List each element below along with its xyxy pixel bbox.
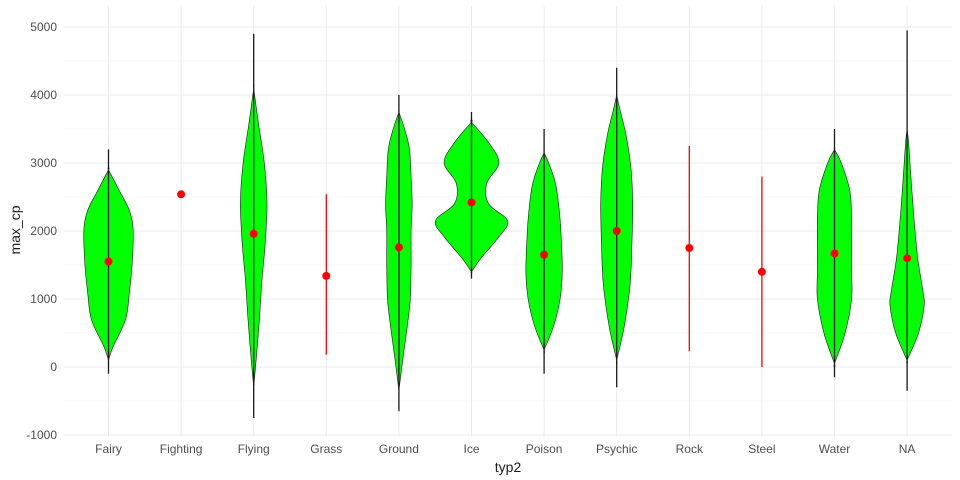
x-tick-label: Rock xyxy=(676,442,704,456)
mean-point-grass xyxy=(322,271,331,280)
mean-point-poison xyxy=(540,250,549,259)
x-tick-label: Psychic xyxy=(596,442,637,456)
mean-point-steel xyxy=(757,267,766,276)
y-tick-label: 2000 xyxy=(30,224,57,238)
y-tick-label: 3000 xyxy=(30,156,57,170)
y-tick-label: -1000 xyxy=(26,428,57,442)
mean-point-na xyxy=(903,254,912,263)
x-tick-label: Ground xyxy=(379,442,419,456)
x-tick-label: Flying xyxy=(238,442,270,456)
y-tick-label: 0 xyxy=(50,360,57,374)
mean-point-ice xyxy=(467,198,476,207)
x-tick-label: Ice xyxy=(463,442,479,456)
x-tick-label: Water xyxy=(819,442,851,456)
x-tick-label: Fairy xyxy=(95,442,122,456)
y-tick-label: 1000 xyxy=(30,292,57,306)
mean-point-fighting xyxy=(177,190,186,199)
mean-point-ground xyxy=(394,243,403,252)
x-axis-ticks: Fairy Fighting Flying Grass Ground Ice Poison P… xyxy=(95,442,915,456)
y-axis-ticks: -1000 0 1000 2000 3000 4000 5000 xyxy=(26,20,57,442)
mean-point-flying xyxy=(249,229,258,238)
y-tick-label: 5000 xyxy=(30,20,57,34)
mean-point-water xyxy=(830,249,839,258)
x-axis-title: typ2 xyxy=(495,459,522,475)
plot-marks xyxy=(83,30,925,418)
mean-point-psychic xyxy=(612,227,621,235)
x-tick-label: Steel xyxy=(748,442,775,456)
x-tick-label: NA xyxy=(899,442,916,456)
y-tick-label: 4000 xyxy=(30,88,57,102)
x-tick-label: Poison xyxy=(526,442,563,456)
x-tick-label: Grass xyxy=(310,442,342,456)
mean-point-rock xyxy=(685,244,694,252)
y-axis-title: max_cp xyxy=(7,205,23,254)
x-tick-label: Fighting xyxy=(160,442,203,456)
mean-point-fairy xyxy=(104,257,113,266)
